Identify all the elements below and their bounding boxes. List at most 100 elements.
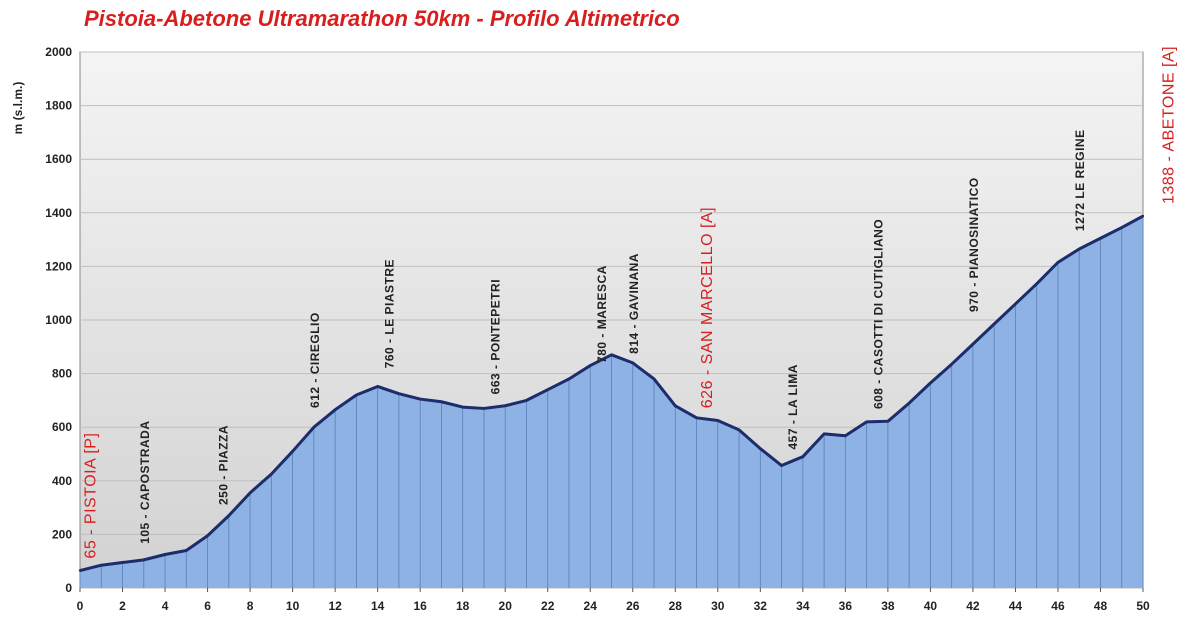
elevation-point	[1035, 282, 1038, 286]
elevation-point	[121, 561, 124, 564]
elevation-point	[907, 401, 911, 405]
elevation-point	[631, 361, 634, 365]
elevation-point	[355, 393, 358, 397]
x-tick-label: 38	[881, 599, 895, 613]
x-tick-label: 32	[754, 599, 768, 613]
chart-title: Pistoia-Abetone Ultramarathon 50km - Pro…	[84, 6, 680, 31]
elevation-point	[865, 420, 868, 424]
x-tick-label: 0	[77, 599, 84, 613]
x-tick-label: 22	[541, 599, 555, 613]
y-tick-label: 2000	[45, 45, 72, 59]
elevation-point	[1120, 226, 1123, 229]
x-tick-label: 2	[119, 599, 126, 613]
checkpoint-label: 626 - SAN MARCELLO [A]	[699, 207, 716, 408]
elevation-point	[610, 353, 613, 357]
elevation-point	[929, 381, 932, 385]
elevation-point	[312, 426, 316, 429]
x-tick-label: 16	[413, 599, 427, 613]
elevation-point	[440, 400, 443, 403]
x-tick-label: 34	[796, 599, 810, 613]
elevation-point	[78, 569, 82, 572]
elevation-point	[461, 405, 464, 409]
elevation-point	[716, 419, 719, 422]
elevation-point	[971, 342, 975, 346]
y-tick-label: 1400	[45, 206, 72, 220]
checkpoint-label: 1388 - ABETONE [A]	[1161, 46, 1178, 204]
x-tick-label: 14	[371, 599, 385, 613]
elevation-point	[418, 397, 422, 401]
y-tick-label: 600	[52, 420, 72, 434]
elevation-point	[227, 514, 231, 517]
elevation-point	[822, 432, 826, 436]
y-tick-label: 1200	[45, 259, 72, 273]
waypoint-label: 814 - GAVINANA	[627, 253, 641, 354]
elevation-point	[100, 564, 103, 567]
x-tick-label: 10	[286, 599, 300, 613]
y-tick-label: 1600	[45, 152, 72, 166]
x-tick-label: 50	[1136, 599, 1150, 613]
waypoint-label: 663 - PONTEPETRI	[489, 279, 503, 394]
elevation-point	[333, 408, 337, 411]
y-tick-label: 200	[52, 527, 72, 541]
waypoint-label: 612 - CIREGLIO	[308, 312, 322, 408]
elevation-point	[759, 447, 762, 450]
y-axis-label: m (s.l.m.)	[11, 82, 25, 135]
y-tick-label: 800	[52, 367, 72, 381]
elevation-point	[567, 377, 571, 381]
elevation-point	[695, 416, 698, 420]
elevation-point	[248, 491, 252, 495]
x-tick-label: 18	[456, 599, 470, 613]
waypoint-label: 970 - PIANOSINATICO	[967, 177, 981, 312]
elevation-point	[844, 434, 847, 437]
waypoint-label: 760 - LE PIASTRE	[382, 259, 396, 368]
waypoint-label: 250 - PIAZZA	[216, 425, 230, 505]
x-tick-label: 48	[1094, 599, 1108, 613]
waypoint-label: 105 - CAPOSTRADA	[138, 421, 152, 544]
x-tick-label: 36	[839, 599, 853, 613]
elevation-point	[589, 364, 592, 367]
waypoint-label: 1272 LE REGINE	[1073, 129, 1087, 231]
elevation-point	[1078, 247, 1081, 251]
x-tick-label: 40	[924, 599, 938, 613]
x-tick-label: 4	[162, 599, 169, 613]
x-tick-label: 24	[584, 599, 598, 613]
x-tick-label: 42	[966, 599, 980, 613]
elevation-point	[376, 385, 379, 388]
x-tick-label: 30	[711, 599, 725, 613]
elevation-point	[482, 407, 486, 410]
elevation-point	[142, 558, 145, 562]
x-tick-label: 6	[204, 599, 211, 613]
waypoint-label: 780 - MARESCA	[595, 265, 609, 363]
elevation-point	[163, 553, 167, 556]
elevation-point	[546, 388, 549, 391]
x-tick-label: 20	[499, 599, 513, 613]
elevation-point	[652, 377, 656, 381]
y-tick-label: 400	[52, 474, 72, 488]
checkpoint-label: 65 - PISTOIA [P]	[83, 433, 100, 559]
elevation-point	[801, 455, 805, 458]
elevation-point	[780, 464, 783, 467]
elevation-point	[1099, 237, 1102, 240]
y-tick-label: 1800	[45, 99, 72, 113]
y-tick-label: 1000	[45, 313, 72, 327]
y-tick-label: 0	[65, 581, 72, 595]
elevation-point	[1056, 261, 1060, 264]
x-tick-label: 46	[1051, 599, 1065, 613]
elevation-point	[291, 450, 294, 453]
x-tick-label: 12	[328, 599, 342, 613]
elevation-point	[737, 428, 741, 432]
elevation-point	[886, 420, 890, 423]
elevation-point	[674, 404, 677, 407]
elevation-point	[504, 404, 507, 407]
waypoint-label: 457 - LA LIMA	[786, 364, 800, 449]
elevation-point	[950, 363, 953, 366]
elevation-point	[1014, 302, 1017, 306]
x-tick-label: 26	[626, 599, 640, 613]
elevation-point	[525, 399, 528, 402]
elevation-point	[206, 534, 209, 537]
x-tick-label: 28	[669, 599, 683, 613]
elevation-point	[1141, 214, 1145, 218]
elevation-point	[185, 549, 188, 552]
waypoint-label: 608 - CASOTTI DI CUTIGLIANO	[871, 219, 885, 409]
